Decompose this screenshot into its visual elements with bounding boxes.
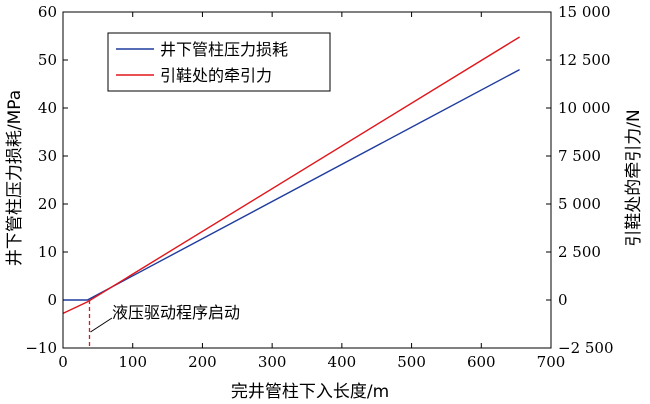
y-left-tick-label: 30 xyxy=(38,147,57,165)
y-left-tick-label: 0 xyxy=(47,291,57,309)
y-left-tick-label: 60 xyxy=(38,3,57,21)
legend-label-1: 井下管柱压力损耗 xyxy=(160,40,288,59)
y-left-tick-label: −10 xyxy=(25,339,57,357)
x-tick-label: 0 xyxy=(58,353,68,371)
x-tick-label: 700 xyxy=(537,353,566,371)
y-left-tick-label: 20 xyxy=(38,195,57,213)
legend-label-2: 引鞋处的牵引力 xyxy=(160,66,272,85)
x-tick-label: 200 xyxy=(188,353,217,371)
x-tick-label: 100 xyxy=(118,353,147,371)
x-tick-label: 300 xyxy=(258,353,287,371)
y-right-tick-label: 10 000 xyxy=(558,99,611,117)
y-right-tick-label: 2 500 xyxy=(558,243,601,261)
y-right-tick-label: 0 xyxy=(558,291,568,309)
y-left-tick-label: 50 xyxy=(38,51,57,69)
annotation-leader xyxy=(90,317,113,333)
y-left-tick-label: 40 xyxy=(38,99,57,117)
y-right-tick-label: −2 500 xyxy=(558,339,614,357)
x-tick-label: 400 xyxy=(328,353,357,371)
x-tick-label: 600 xyxy=(467,353,496,371)
series-layer xyxy=(62,36,520,348)
annotation-label: 液压驱动程序启动 xyxy=(112,303,240,322)
x-tick-label: 500 xyxy=(397,353,426,371)
legend-box xyxy=(107,32,331,92)
plot-frame xyxy=(62,11,552,349)
y-right-tick-label: 12 500 xyxy=(558,51,611,69)
y-right-tick-label: 5 000 xyxy=(558,195,601,213)
series-line-2 xyxy=(62,36,520,315)
series-line-1 xyxy=(63,68,520,301)
y-right-tick-label: 15 000 xyxy=(558,3,611,21)
legend: 井下管柱压力损耗 引鞋处的牵引力 xyxy=(107,32,331,92)
ticks: 0 100 200 300 400 500 600 700−100102030405060−2… xyxy=(25,3,613,371)
x-axis-title: 完井管柱下入长度/m xyxy=(231,382,389,402)
y-axis-right-title: 引鞋处的牵引力/N xyxy=(624,109,644,246)
annotation: 液压驱动程序启动 xyxy=(90,303,240,333)
y-axis-left-title: 井下管柱压力损耗/MPa xyxy=(5,90,25,266)
y-left-tick-label: 10 xyxy=(38,243,57,261)
y-right-tick-label: 7 500 xyxy=(558,147,601,165)
